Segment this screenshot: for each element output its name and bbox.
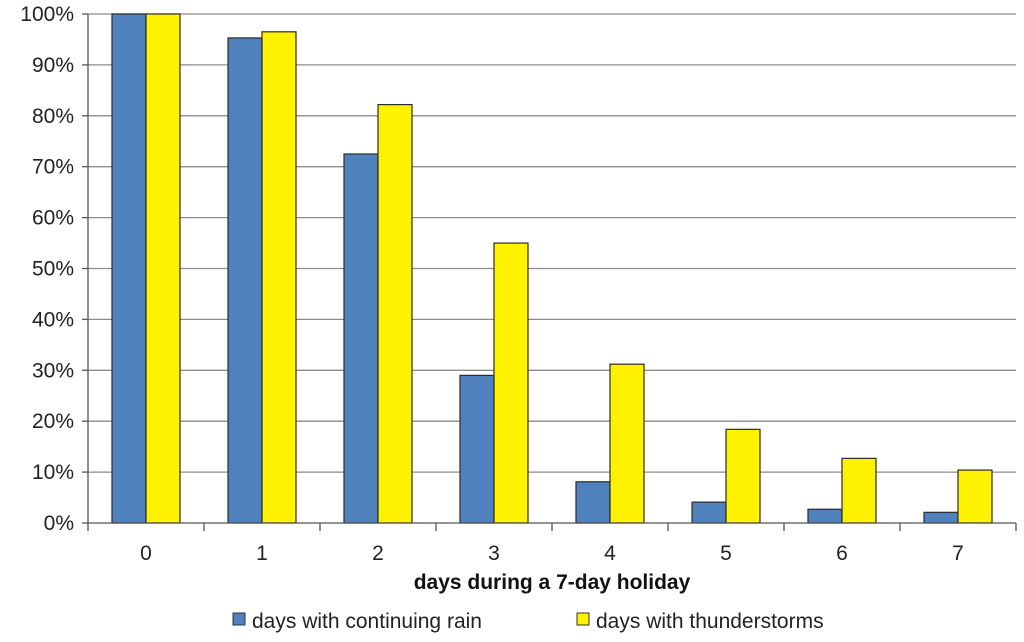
- y-tick-labels: 0% 10% 20% 30% 40% 50% 60% 70% 80% 90% 100%: [20, 3, 74, 535]
- bar-rain-3: [459, 374, 495, 524]
- bar-thunderstorms-4: [609, 363, 645, 524]
- legend-swatch-thunderstorms: [576, 612, 590, 626]
- x-axis-title: days during a 7-day holiday: [414, 571, 691, 594]
- y-tick-label: 0%: [44, 512, 74, 535]
- bar-rain-6: [807, 508, 843, 524]
- bar-thunderstorms-1: [261, 31, 297, 524]
- x-tick-labels: 0 1 2 3 4 5 6 7: [140, 542, 964, 565]
- bar-rain-0: [111, 13, 147, 524]
- y-tick-label: 30%: [32, 359, 74, 382]
- y-tick-label: 60%: [32, 207, 74, 230]
- bar-thunderstorms-7: [957, 469, 993, 524]
- x-tick-label: 0: [140, 542, 152, 565]
- legend-label-thunderstorms: days with thunderstorms: [596, 610, 824, 633]
- y-tick-label: 10%: [32, 461, 74, 484]
- x-tick-label: 3: [488, 542, 500, 565]
- y-tick-label: 50%: [32, 258, 74, 281]
- x-tick-label: 4: [604, 542, 616, 565]
- y-tick-label: 70%: [32, 156, 74, 179]
- x-tick-label: 1: [256, 542, 268, 565]
- bar-thunderstorms-3: [493, 242, 529, 524]
- y-tick-label: 80%: [32, 105, 74, 128]
- axes: [82, 13, 1017, 531]
- legend-swatch-rain: [232, 612, 246, 626]
- bar-thunderstorms-5: [725, 428, 761, 524]
- y-tick-label: 20%: [32, 410, 74, 433]
- x-tick-label: 5: [720, 542, 732, 565]
- bar-thunderstorms-0: [145, 13, 181, 524]
- x-tick-label: 6: [836, 542, 848, 565]
- bar-rain-5: [691, 501, 727, 524]
- bar-rain-1: [227, 37, 263, 524]
- y-tick-label: 100%: [20, 3, 74, 26]
- legend: days with continuing rain days with thun…: [232, 610, 824, 633]
- bar-rain-4: [575, 481, 611, 524]
- bar-rain-7: [923, 511, 959, 524]
- x-tick-label: 2: [372, 542, 384, 565]
- bar-thunderstorms-2: [377, 104, 413, 524]
- legend-label-rain: days with continuing rain: [252, 610, 482, 633]
- bar-thunderstorms-6: [841, 457, 877, 524]
- y-tick-label: 90%: [32, 54, 74, 77]
- gridlines: [88, 13, 1016, 473]
- bar-rain-2: [343, 153, 379, 524]
- y-tick-label: 40%: [32, 308, 74, 331]
- x-tick-label: 7: [952, 542, 964, 565]
